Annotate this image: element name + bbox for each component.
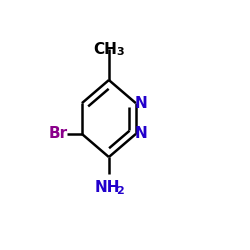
Text: 3: 3 [116,47,124,57]
Text: N: N [134,96,147,111]
Text: CH: CH [93,42,117,57]
Text: NH: NH [94,180,120,195]
Text: 2: 2 [116,186,124,196]
Text: N: N [134,126,147,142]
Text: Br: Br [48,126,68,142]
